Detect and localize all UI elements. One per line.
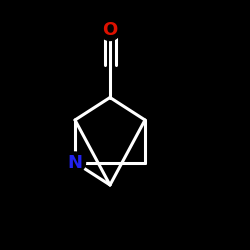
Text: O: O	[102, 21, 118, 39]
Text: N: N	[68, 154, 82, 172]
Circle shape	[100, 20, 120, 40]
Circle shape	[64, 152, 86, 173]
